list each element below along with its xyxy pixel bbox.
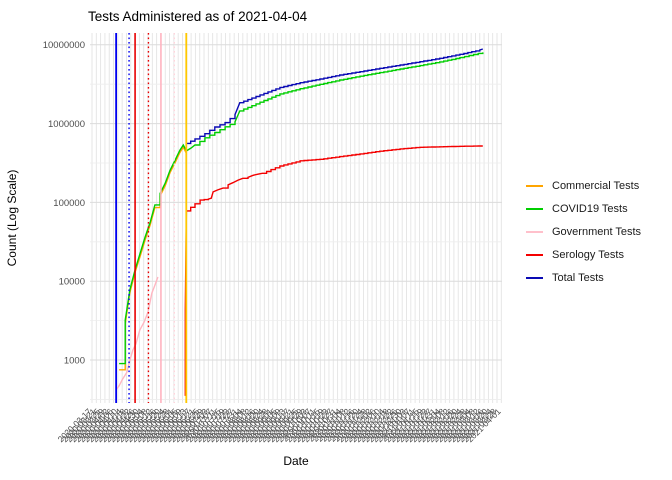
series-line-serology-tests bbox=[184, 145, 483, 396]
y-axis-title: Count (Log Scale) bbox=[5, 170, 19, 267]
series-line-total-tests bbox=[186, 48, 484, 145]
legend-label: Government Tests bbox=[552, 225, 642, 238]
y-tick-label: 1000 bbox=[64, 355, 85, 366]
legend-line-swatch bbox=[526, 276, 543, 279]
y-tick-label: 1000000 bbox=[48, 119, 85, 130]
y-tick-label: 10000000 bbox=[43, 40, 85, 51]
chart-title: Tests Administered as of 2021-04-04 bbox=[88, 9, 308, 24]
legend-label: Commercial Tests bbox=[552, 179, 640, 192]
series-line-government-tests bbox=[115, 276, 159, 391]
legend-line-swatch bbox=[526, 230, 543, 233]
legend-line-swatch bbox=[526, 207, 543, 210]
legend-line-swatch bbox=[526, 184, 543, 187]
event-vlines bbox=[115, 33, 188, 403]
legend-item-covid19-tests: COVID19 Tests bbox=[526, 197, 641, 220]
x-axis-tick-labels: 2020-03-172020-03-212020-03-252020-03-29… bbox=[56, 406, 503, 444]
legend-label: Serology Tests bbox=[552, 248, 624, 261]
series-line-covid19-tests bbox=[119, 52, 484, 365]
series-lines bbox=[115, 48, 484, 396]
legend: Commercial Tests COVID19 Tests Government … bbox=[526, 174, 641, 289]
legend-item-serology-tests: Serology Tests bbox=[526, 243, 641, 266]
y-tick-label: 100000 bbox=[53, 198, 85, 209]
legend-line-swatch bbox=[526, 253, 543, 256]
y-tick-label: 10000 bbox=[59, 277, 85, 288]
legend-label: COVID19 Tests bbox=[552, 202, 628, 215]
legend-item-total-tests: Total Tests bbox=[526, 266, 641, 289]
y-axis-tick-labels: 1000 10000 100000 1000000 10000000 bbox=[43, 40, 85, 366]
legend-item-government-tests: Government Tests bbox=[526, 220, 641, 243]
legend-item-commercial-tests: Commercial Tests bbox=[526, 174, 641, 197]
x-axis-title: Date bbox=[283, 454, 309, 468]
legend-label: Total Tests bbox=[552, 271, 604, 284]
